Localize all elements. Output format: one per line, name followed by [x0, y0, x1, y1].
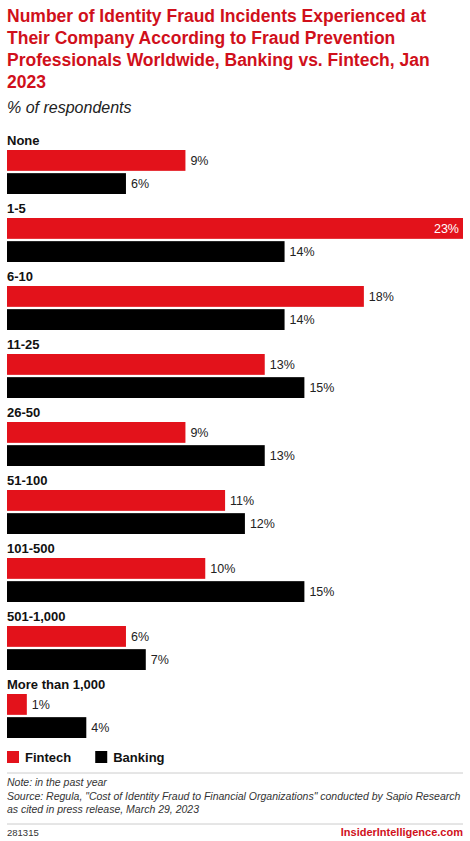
data-label: 15% — [309, 381, 334, 395]
category-label: None — [7, 133, 40, 148]
category-label: 101-500 — [7, 541, 55, 556]
data-label: 13% — [270, 449, 295, 463]
footer-rule — [7, 773, 463, 774]
category-label: 26-50 — [7, 405, 40, 420]
bar — [7, 717, 86, 738]
data-label: 10% — [210, 562, 235, 576]
data-label: 1% — [32, 698, 50, 712]
text-line: Professionals Worldwide, Banking vs. Fin… — [7, 50, 430, 70]
category-label: 1-5 — [7, 201, 26, 216]
bar — [7, 173, 126, 194]
bar — [7, 581, 304, 602]
text-line: Number of Identity Fraud Incidents Exper… — [7, 6, 426, 26]
bars — [7, 150, 463, 738]
bar — [7, 150, 185, 171]
title: Number of Identity Fraud Incidents Exper… — [7, 6, 430, 92]
bar — [7, 377, 304, 398]
legend-label: Banking — [113, 750, 164, 765]
bar — [7, 558, 205, 579]
text-line: 2023 — [7, 72, 46, 92]
footer-rule — [7, 824, 463, 825]
data-labels: 9% 23% 18% 13% 9% 11% 10% 6% 1% 6% 14% 14% 15% 13% 12%… — [32, 154, 459, 735]
category-label: 11-25 — [7, 337, 40, 352]
category-label: 6-10 — [7, 269, 33, 284]
note: Note: in the past year — [7, 776, 107, 788]
data-label: 4% — [91, 721, 109, 735]
text-line: Source: Regula, "Cost of Identity Fraud … — [7, 790, 461, 802]
data-label: 9% — [190, 426, 208, 440]
legend-swatch — [95, 751, 107, 763]
bar — [7, 649, 146, 670]
data-label: 6% — [131, 177, 149, 191]
chart-id: 281315 — [7, 827, 39, 838]
legend-label: Fintech — [25, 750, 71, 765]
data-label: 9% — [190, 154, 208, 168]
legend-swatch — [7, 751, 19, 763]
text-line: Their Company According to Fraud Prevent… — [7, 28, 395, 48]
text-line: as cited in press release, March 29, 202… — [7, 803, 199, 815]
bar — [7, 218, 463, 239]
data-label: 15% — [309, 585, 334, 599]
data-label: 14% — [290, 313, 315, 327]
data-label: 23% — [434, 222, 459, 236]
bar — [7, 241, 285, 262]
legend: Fintech Banking — [7, 750, 165, 765]
data-label: 18% — [369, 290, 394, 304]
bar — [7, 286, 364, 307]
bar — [7, 626, 126, 647]
bar — [7, 422, 185, 443]
bar — [7, 354, 265, 375]
data-label: 13% — [270, 358, 295, 372]
category-labels: None 1-5 6-10 11-25 26-50 51-100 101-500 501-1,… — [7, 133, 105, 692]
bar — [7, 490, 225, 511]
data-label: 7% — [151, 653, 169, 667]
data-label: 11% — [230, 494, 254, 508]
category-label: More than 1,000 — [7, 677, 105, 692]
subtitle: % of respondents — [7, 99, 132, 116]
data-label: 6% — [131, 630, 149, 644]
bar — [7, 445, 265, 466]
bar — [7, 694, 27, 715]
bar — [7, 309, 285, 330]
category-label: 501-1,000 — [7, 609, 66, 624]
category-label: 51-100 — [7, 473, 47, 488]
bar — [7, 513, 245, 534]
chart-svg: Number of Identity Fraud Incidents Exper… — [0, 0, 470, 841]
source: Source: Regula, "Cost of Identity Fraud … — [7, 790, 461, 815]
credit: InsiderIntelligence.com — [341, 826, 463, 838]
data-label: 12% — [250, 517, 275, 531]
data-label: 14% — [290, 245, 315, 259]
